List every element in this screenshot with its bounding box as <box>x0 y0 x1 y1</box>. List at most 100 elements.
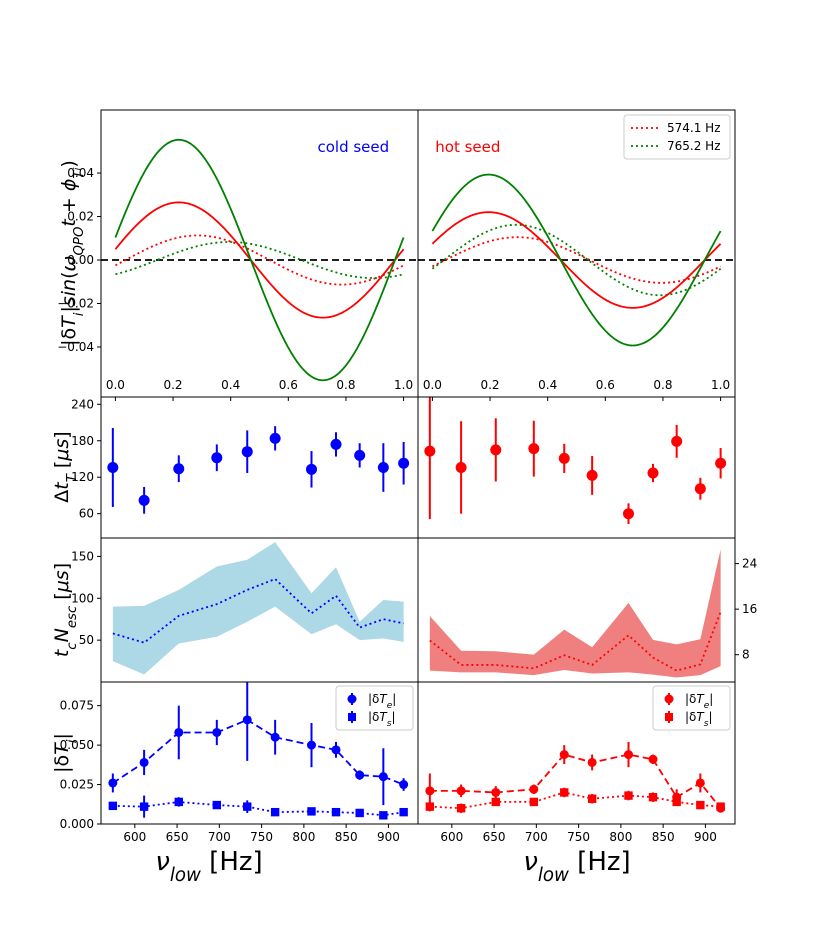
y-tick-label: 0.025 <box>60 778 94 792</box>
data-point <box>587 794 597 803</box>
y-tick-label: −0.04 <box>57 340 94 354</box>
legend-marker <box>665 713 673 721</box>
data-point <box>398 457 410 469</box>
data-point <box>491 787 501 797</box>
axes-frame <box>417 681 736 825</box>
data-point <box>529 784 539 794</box>
data-point <box>715 457 727 469</box>
x-tick-label: 0.4 <box>221 378 240 392</box>
data-point <box>355 770 365 780</box>
text-layer: 0.0 0.2 0.4 0.6 0.8 1.0 −0.04 −0.02 0.00 0.02 0.04… <box>51 114 757 886</box>
y-axis-label: |δTi|sin(ωQPOt + ϕTi) <box>58 160 87 346</box>
x-tick-label: 0.2 <box>480 378 499 392</box>
data-point <box>425 802 435 811</box>
data-point <box>331 807 341 817</box>
axes-layer <box>97 109 739 828</box>
y-axis-label: ΔtT [μs] <box>51 431 80 502</box>
x-tick-label: 850 <box>335 830 358 844</box>
data-point <box>456 786 466 796</box>
data-point <box>355 808 364 818</box>
data-point <box>107 462 119 473</box>
data-point <box>716 802 725 811</box>
y-axis-label: |δTi| <box>51 733 80 773</box>
data-point <box>586 469 598 481</box>
x-tick-label: 850 <box>652 830 675 844</box>
data-point <box>270 807 280 817</box>
data-point <box>243 802 252 811</box>
data-point <box>174 797 183 807</box>
data-point <box>671 435 683 447</box>
x-tick-label: 600 <box>440 830 463 844</box>
y-axis-label: tcNesc [μs] <box>51 563 80 657</box>
series-line-574-1-hz-sum <box>431 211 722 309</box>
data-point <box>696 800 705 810</box>
y-tick-label: 0.00 <box>67 253 94 267</box>
x-tick-label: 0.8 <box>653 378 672 392</box>
series-line-765-2-hz-sum <box>431 173 722 347</box>
series-line-574-1-hz <box>114 234 405 286</box>
legend-marker <box>348 713 356 721</box>
data-point <box>558 452 570 464</box>
x-axis-label: νlow [Hz] <box>523 847 630 886</box>
data-point <box>212 727 222 737</box>
legend-label: 765.2 Hz <box>667 139 721 153</box>
legend-label: |δTe| <box>368 692 396 711</box>
y-tick-label: 180 <box>71 434 94 448</box>
legend-label: |δTe| <box>685 692 713 711</box>
y-tick-label: 60 <box>79 507 94 521</box>
x-tick-label: 0.6 <box>596 378 615 392</box>
series-line-765-2-hz-sum <box>114 138 405 382</box>
data-point <box>424 445 436 457</box>
y-tick-label: 0.04 <box>67 166 94 180</box>
marker-layer <box>107 432 727 820</box>
data-point <box>270 732 280 742</box>
x-axis-label: νlow [Hz] <box>155 847 262 886</box>
y-tick-label: 120 <box>71 470 94 484</box>
data-point <box>377 462 389 473</box>
data-point <box>624 791 633 800</box>
data-point <box>108 801 118 811</box>
data-point <box>241 446 253 458</box>
x-tick-label: 700 <box>208 830 231 844</box>
legend: |δTe||δTs| <box>335 685 414 731</box>
data-point <box>490 444 502 456</box>
x-tick-label: 0.4 <box>538 378 557 392</box>
y-tick-label: 240 <box>71 397 94 411</box>
x-tick-label: 650 <box>483 830 506 844</box>
data-point <box>212 800 222 810</box>
data-point <box>528 443 540 455</box>
annotation: hot seed <box>435 138 500 156</box>
y-tick-label: 50 <box>79 633 94 647</box>
data-point <box>695 778 705 788</box>
x-tick-label: 750 <box>567 830 590 844</box>
median-line <box>112 577 404 644</box>
data-point <box>559 750 569 760</box>
data-point <box>587 757 597 767</box>
data-point <box>529 797 539 807</box>
data-point <box>399 807 408 817</box>
axes-frame <box>100 396 419 539</box>
data-point <box>648 754 658 764</box>
x-tick-label: 800 <box>609 830 632 844</box>
data-point <box>647 467 659 479</box>
legend-box <box>623 114 731 160</box>
series-line-765-2-hz <box>115 241 404 279</box>
data-point <box>139 757 149 767</box>
data-point <box>242 715 252 725</box>
data-point <box>623 750 633 760</box>
data-point <box>379 811 388 820</box>
data-point <box>456 804 466 813</box>
y-tick-label: 150 <box>71 549 94 563</box>
data-point <box>648 792 658 802</box>
data-point <box>269 432 281 444</box>
legend: |δTe||δTs| <box>652 685 731 731</box>
y-tick-label: 16 <box>742 602 757 616</box>
data-point <box>108 778 118 788</box>
legend-label: 574.1 Hz <box>667 121 721 135</box>
data-point <box>694 483 706 495</box>
x-tick-label: 700 <box>525 830 548 844</box>
x-tick-label: 900 <box>694 830 717 844</box>
y-tick-label: 0.050 <box>60 738 94 752</box>
data-point <box>173 463 185 475</box>
legend: 574.1 Hz 765.2 Hz <box>623 114 731 160</box>
